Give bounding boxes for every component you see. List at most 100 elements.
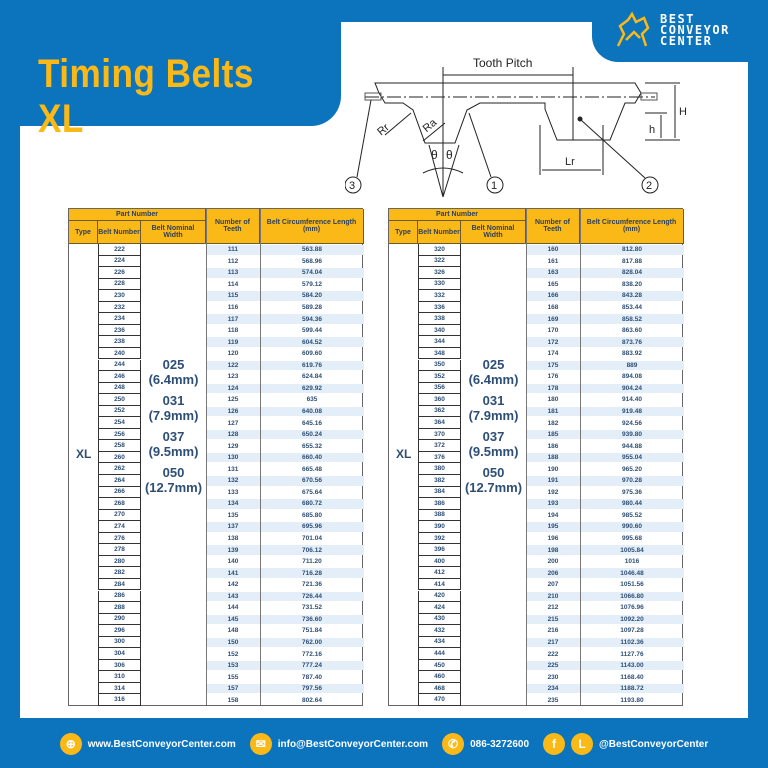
- belt-number-cell: 226: [98, 267, 141, 279]
- table-row: 230 115 584.20: [69, 290, 364, 302]
- table-row: 310 155 787.40: [69, 671, 364, 683]
- belt-number-cell: 280: [98, 555, 141, 568]
- belt-number-cell: 316: [98, 694, 141, 706]
- row-stripe: [526, 545, 684, 555]
- length-cell: 1127.76: [620, 650, 644, 658]
- belt-number-cell: 322: [418, 255, 461, 268]
- row-stripe: [206, 568, 364, 578]
- teeth-cell: 207: [547, 581, 559, 589]
- row-stripe: [526, 660, 684, 671]
- length-cell: 716.28: [302, 569, 322, 577]
- belt-number-cell: 338: [418, 313, 461, 325]
- table-row: 400 200 1016: [389, 555, 684, 568]
- table-row: 256 128 650.24: [69, 428, 364, 441]
- length-cell: 594.36: [302, 315, 322, 323]
- belt-number-cell: 430: [418, 613, 461, 626]
- teeth-cell: 116: [227, 304, 239, 312]
- length-cell: 599.44: [302, 327, 322, 335]
- website-link[interactable]: www.BestConveyorCenter.com: [87, 738, 236, 750]
- teeth-cell: 129: [227, 442, 239, 450]
- table-row: 420 210 1066.80: [389, 590, 684, 603]
- length-cell: 1005.84: [620, 546, 644, 554]
- table-row: 226 113 574.04: [69, 267, 364, 279]
- length-cell: 563.88: [302, 246, 322, 254]
- row-stripe: [526, 637, 684, 648]
- teeth-cell: 166: [547, 292, 559, 300]
- belt-number-cell: 222: [98, 244, 141, 256]
- table-row: 432 216 1097.28: [389, 625, 684, 637]
- belt-number-cell: 314: [98, 682, 141, 695]
- table-row: 338 169 858.52: [389, 313, 684, 325]
- phone-number[interactable]: 086-3272600: [470, 738, 530, 750]
- belt-number-cell: 250: [98, 394, 141, 406]
- line-icon[interactable]: L: [571, 733, 594, 755]
- width-code: 037: [162, 429, 185, 444]
- length-cell: 584.20: [302, 292, 322, 300]
- table-row: 376 188 955.04: [389, 451, 684, 464]
- belt-number-cell: 340: [418, 324, 461, 337]
- teeth-cell: 127: [227, 419, 239, 427]
- callout-3: 3: [349, 180, 355, 192]
- table-row: 364 182 924.56: [389, 417, 684, 429]
- nominal-width-header: Belt Nominal Width: [141, 221, 206, 244]
- teeth-cell: 169: [547, 315, 559, 323]
- width-code: 050: [482, 465, 505, 480]
- table-row: 268 134 680.72: [69, 498, 364, 510]
- teeth-cell: 181: [547, 407, 559, 415]
- length-cell: 1102.36: [620, 638, 644, 646]
- table-row: 434 217 1102.36: [389, 636, 684, 649]
- row-stripe: [526, 291, 684, 301]
- belt-number-header: Belt Number: [98, 221, 141, 244]
- belt-number-cell: 450: [418, 659, 461, 672]
- teeth-cell: 215: [547, 615, 559, 623]
- table-row: 362 181 919.48: [389, 405, 684, 418]
- facebook-icon[interactable]: f: [543, 733, 566, 755]
- teeth-cell: 117: [227, 315, 239, 323]
- type-cell: XL: [76, 447, 92, 461]
- callout-1: 1: [491, 180, 497, 192]
- belt-number-cell: 252: [98, 405, 141, 418]
- table-row: 372 186 944.88: [389, 440, 684, 452]
- table-row: 356 178 904.24: [389, 382, 684, 395]
- teeth-cell: 148: [227, 627, 239, 635]
- table-row: 320 160 812.80: [389, 244, 684, 256]
- belt-number-cell: 274: [98, 521, 141, 533]
- teeth-cell: 157: [227, 685, 239, 693]
- row-stripe: [206, 637, 364, 648]
- table-row: 344 172 873.76: [389, 336, 684, 348]
- width-mm: (12.7mm): [464, 480, 523, 495]
- teeth-cell: 144: [227, 604, 239, 612]
- table-row: 380 190 965.20: [389, 463, 684, 475]
- belt-number-cell: 468: [418, 682, 461, 695]
- theta-left-label: θ: [431, 148, 438, 162]
- table-row: 286 143 726.44: [69, 590, 364, 603]
- teeth-cell: 192: [547, 488, 559, 496]
- table-row: 390 195 990.60: [389, 521, 684, 533]
- social-handle[interactable]: @BestConveyorCenter: [599, 738, 709, 750]
- belt-number-cell: 362: [418, 405, 461, 418]
- belt-number-cell: 372: [418, 440, 461, 452]
- belt-number-cell: 424: [418, 602, 461, 614]
- belt-number-cell: 420: [418, 590, 461, 603]
- table-row: 388 194 985.52: [389, 509, 684, 522]
- belt-number-cell: 286: [98, 590, 141, 603]
- teeth-cell: 170: [547, 327, 559, 335]
- length-cell: 645.16: [302, 419, 322, 427]
- table-row: 326 163 828.04: [389, 267, 684, 279]
- table-row: 258 129 655.32: [69, 440, 364, 452]
- teeth-cell: 132: [227, 477, 239, 485]
- belt-number-cell: 258: [98, 440, 141, 452]
- row-stripe: [206, 591, 364, 602]
- length-cell: 797.56: [302, 685, 322, 693]
- type-cell: XL: [396, 447, 412, 461]
- row-stripe: [526, 452, 684, 463]
- belt-number-cell: 232: [98, 301, 141, 314]
- length-cell: 680.72: [302, 500, 322, 508]
- table-row: 262 131 665.48: [69, 463, 364, 475]
- width-mm: (12.7mm): [144, 480, 203, 495]
- theta-right-label: θ: [446, 148, 453, 162]
- table-row: 316 158 802.64: [69, 694, 364, 706]
- belt-number-cell: 262: [98, 463, 141, 475]
- email-link[interactable]: info@BestConveyorCenter.com: [277, 738, 429, 750]
- width-code: 025: [162, 357, 185, 372]
